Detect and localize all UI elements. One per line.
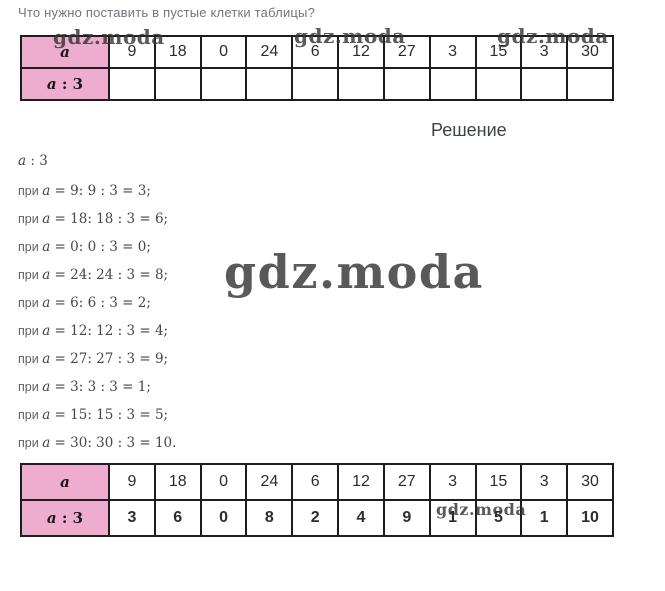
value-cell: 6 — [291, 35, 340, 69]
value-cell: 9 — [108, 463, 156, 501]
value-cell: 24 — [245, 463, 294, 501]
answer-cell: 3 — [108, 499, 156, 537]
table-row-answers: a : 3 3 6 0 8 2 4 9 1 5 1 10 — [20, 499, 614, 537]
table-row-values: a 9 18 0 24 6 12 27 3 15 3 30 — [20, 463, 614, 501]
value-cell: 0 — [199, 35, 248, 69]
op-label: : 3 — [56, 509, 84, 527]
empty-answer-cell — [153, 67, 202, 101]
empty-answer-cell — [291, 67, 340, 101]
answer-cell: 8 — [245, 499, 294, 537]
value-cell: 18 — [153, 463, 202, 501]
answer-cell: 1 — [520, 499, 569, 537]
value-cell: 27 — [382, 463, 431, 501]
question-text: Что нужно поставить в пустые клетки табл… — [18, 5, 316, 20]
solution-step: при a = 30: 30 : 3 = 10. — [18, 435, 177, 451]
value-cell: 27 — [382, 35, 431, 69]
value-cell: 3 — [428, 463, 477, 501]
var-a-label: a — [60, 473, 70, 491]
value-cell: 3 — [520, 35, 569, 69]
value-cell: 0 — [199, 463, 248, 501]
value-cell: 30 — [566, 35, 614, 69]
empty-answer-cell — [474, 67, 523, 101]
row-header-a: a — [20, 35, 110, 69]
value-cell: 6 — [291, 463, 340, 501]
watermark: gdz.moda — [53, 25, 165, 49]
table-row-answers-empty: a : 3 — [20, 67, 614, 101]
empty-answer-cell — [245, 67, 294, 101]
empty-answer-cell — [337, 67, 385, 101]
answer-cell: 0 — [199, 499, 248, 537]
value-cell: 3 — [520, 463, 569, 501]
solution-heading: Решение — [431, 120, 507, 140]
solution-step: при a = 3: 3 : 3 = 1; — [18, 379, 151, 395]
var-a-label: a — [46, 509, 57, 527]
value-cell: 18 — [153, 35, 202, 69]
answer-cell: 1 — [428, 499, 477, 537]
answer-cell: 4 — [337, 499, 385, 537]
row-header-a: a — [20, 463, 110, 501]
op-label: : 3 — [56, 75, 84, 93]
solution-intro: a : 3 — [18, 152, 48, 170]
var-a-label: a — [46, 75, 57, 93]
answer-cell: 9 — [382, 499, 431, 537]
value-cell: 12 — [337, 35, 385, 69]
intro-expression: : 3 — [26, 153, 48, 169]
value-cell: 15 — [474, 463, 523, 501]
answer-cell: 2 — [291, 499, 340, 537]
solution-step: при a = 9: 9 : 3 = 3; — [18, 183, 151, 199]
solution-step: при a = 18: 18 : 3 = 6; — [18, 211, 169, 227]
empty-answer-cell — [199, 67, 248, 101]
value-cell: 15 — [474, 35, 523, 69]
solution-step: при a = 6: 6 : 3 = 2; — [18, 295, 151, 311]
watermark: gdz.moda — [294, 24, 406, 48]
watermark: gdz.moda — [436, 500, 527, 519]
solution-step: при a = 15: 15 : 3 = 5; — [18, 407, 169, 423]
empty-answer-cell — [108, 67, 156, 101]
empty-answer-cell — [428, 67, 477, 101]
var-a-label: a — [18, 153, 27, 169]
answer-cell: 5 — [474, 499, 523, 537]
solution-step: при a = 24: 24 : 3 = 8; — [18, 267, 169, 283]
value-cell: 3 — [428, 35, 477, 69]
solution-step: при a = 12: 12 : 3 = 4; — [18, 323, 169, 339]
watermark: gdz.moda — [497, 24, 609, 48]
watermark: gdz.moda — [224, 245, 484, 299]
row-header-a-div-3: a : 3 — [20, 499, 110, 537]
empty-answer-cell — [520, 67, 569, 101]
empty-answer-cell — [382, 67, 431, 101]
table-row-values: a 9 18 0 24 6 12 27 3 15 3 30 — [20, 35, 614, 69]
value-cell: 9 — [108, 35, 156, 69]
row-header-a-div-3: a : 3 — [20, 67, 110, 101]
value-cell: 30 — [566, 463, 614, 501]
value-cell: 24 — [245, 35, 294, 69]
answer-cell: 10 — [566, 499, 614, 537]
solution-step: при a = 0: 0 : 3 = 0; — [18, 239, 151, 255]
task-table-solved: a 9 18 0 24 6 12 27 3 15 3 30 a : 3 3 6 0 8 2 4 9 1 5 1 10 — [20, 463, 614, 537]
answer-cell: 6 — [153, 499, 202, 537]
value-cell: 12 — [337, 463, 385, 501]
solution-step: при a = 27: 27 : 3 = 9; — [18, 351, 169, 367]
var-a-label: a — [60, 43, 70, 61]
empty-answer-cell — [566, 67, 614, 101]
task-table-empty: a 9 18 0 24 6 12 27 3 15 3 30 a : 3 — [20, 35, 614, 101]
